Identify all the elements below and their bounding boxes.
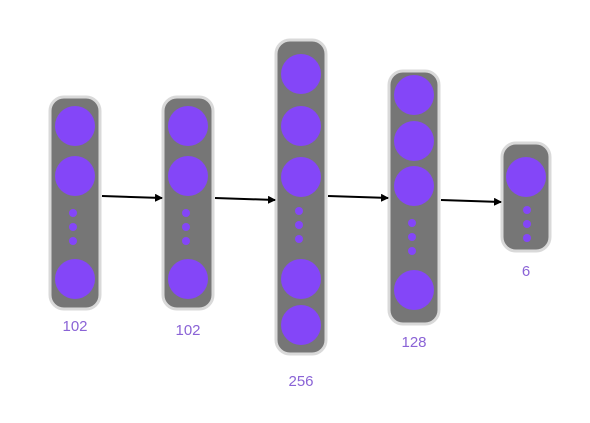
layer-2: 102: [161, 95, 215, 339]
neuron: [281, 157, 321, 197]
ellipsis-dot: [408, 233, 416, 241]
layer-4: 128: [387, 69, 441, 351]
layer-2-label: 102: [175, 322, 200, 339]
neuron: [168, 106, 208, 146]
neuron: [394, 121, 434, 161]
neuron: [168, 156, 208, 196]
layer-1-label: 102: [62, 318, 87, 335]
arrow-4-5: [440, 197, 502, 206]
ellipsis-dot: [182, 237, 190, 245]
ellipsis-dot: [182, 223, 190, 231]
neuron: [394, 270, 434, 310]
ellipsis-dot: [69, 237, 77, 245]
neuron: [55, 259, 95, 299]
layer-2-box: [161, 95, 215, 311]
neuron: [394, 75, 434, 115]
neuron: [55, 156, 95, 196]
ellipsis-dot: [182, 209, 190, 217]
layer-3-label: 256: [288, 373, 313, 390]
neuron: [281, 305, 321, 345]
arrow-1-2: [101, 193, 163, 202]
ellipsis-dot: [295, 221, 303, 229]
ellipsis-dot: [523, 206, 531, 214]
neuron: [281, 259, 321, 299]
ellipsis-dot: [408, 219, 416, 227]
layer-1-box: [48, 95, 102, 311]
neuron: [506, 157, 546, 197]
layer-3: 256: [274, 38, 328, 390]
layer-5: 6: [500, 141, 552, 280]
neuron: [394, 166, 434, 206]
arrow-3-4: [327, 193, 389, 202]
neuron: [281, 106, 321, 146]
ellipsis-dot: [69, 223, 77, 231]
ellipsis-dot: [523, 234, 531, 242]
layer-1: 102: [48, 95, 102, 335]
ellipsis-dot: [408, 247, 416, 255]
ellipsis-dot: [295, 235, 303, 243]
ellipsis-dot: [295, 207, 303, 215]
layer-4-label: 128: [401, 334, 426, 351]
layer-5-label: 6: [522, 263, 530, 280]
ellipsis-dot: [69, 209, 77, 217]
arrow-2-3: [214, 195, 276, 204]
neuron: [55, 106, 95, 146]
ellipsis-dot: [523, 220, 531, 228]
neuron: [281, 54, 321, 94]
neuron: [168, 259, 208, 299]
